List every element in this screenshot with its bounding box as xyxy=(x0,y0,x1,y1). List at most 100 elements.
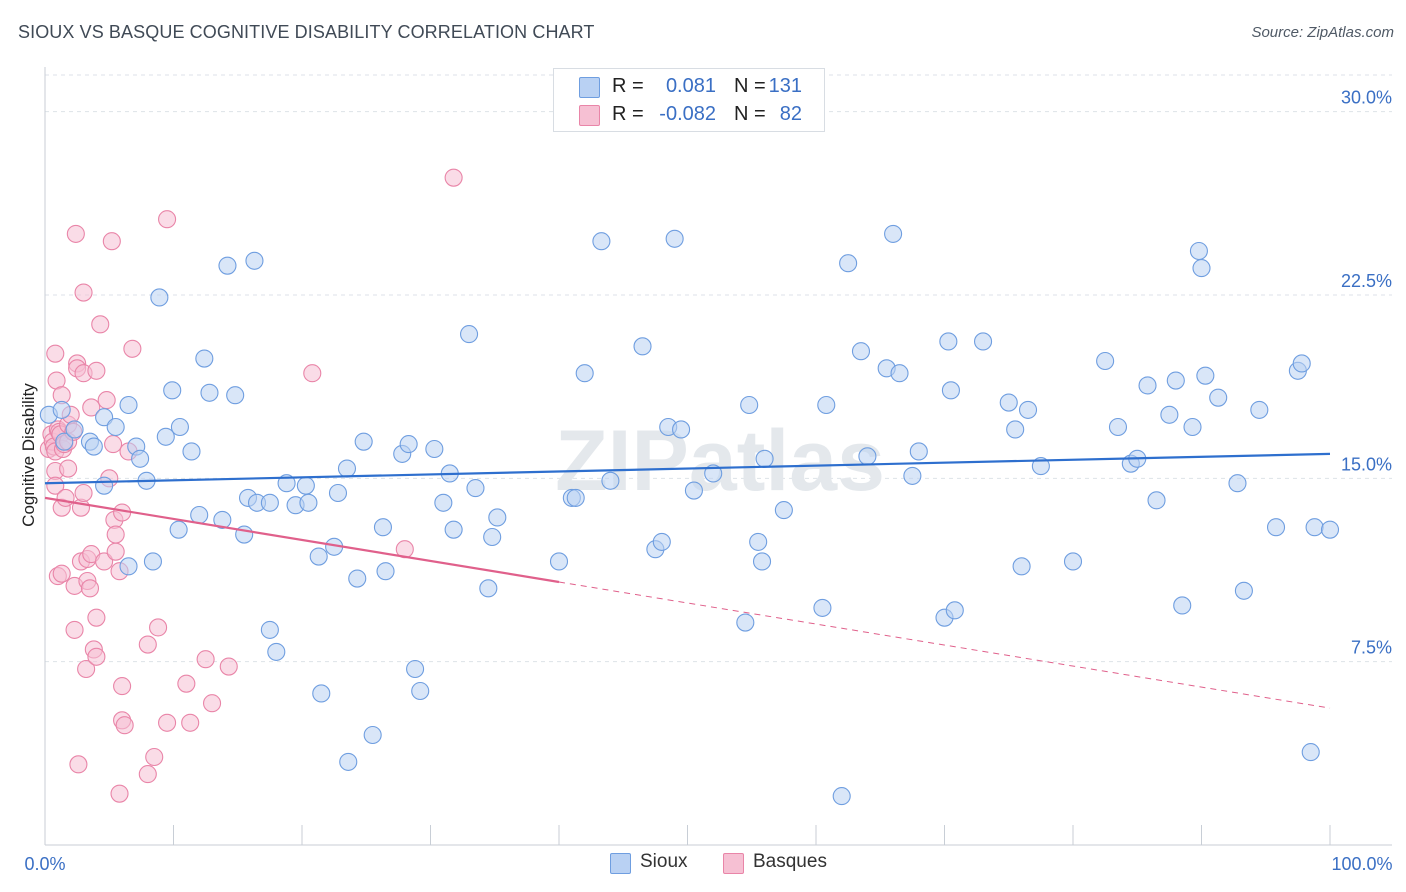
legend-n-value: 82 xyxy=(779,103,802,125)
sioux-point xyxy=(1147,491,1166,510)
sioux-point xyxy=(909,442,928,461)
grid-lines xyxy=(45,74,1392,663)
basques-point xyxy=(158,713,177,732)
y-tick-label: 15.0% xyxy=(1341,454,1392,474)
sioux-point xyxy=(169,520,188,539)
sioux-point xyxy=(466,479,485,498)
sioux-point xyxy=(755,449,774,468)
sioux-point xyxy=(150,288,169,307)
legend-n-label: N = xyxy=(734,103,766,125)
legend-r-label: R = xyxy=(612,103,644,125)
sioux-point xyxy=(309,547,328,566)
sioux-point xyxy=(752,552,772,571)
sioux-point xyxy=(1196,366,1215,385)
sioux-point xyxy=(190,505,209,525)
sioux-point xyxy=(348,569,367,588)
sioux-point xyxy=(1320,520,1340,539)
tick-labels: 7.5% 15.0% 22.5% 30.0% 0.0% 100.0% xyxy=(24,88,1392,874)
sioux-point xyxy=(95,476,114,495)
sioux-point xyxy=(1018,400,1038,419)
legend-row-basques: R = -0.082 N = 82 xyxy=(554,100,824,128)
sioux-point xyxy=(260,493,279,512)
sioux-point xyxy=(65,420,84,439)
sioux-point xyxy=(633,337,652,356)
sioux-point xyxy=(704,464,723,483)
sioux-point xyxy=(52,400,71,419)
sioux-point xyxy=(376,562,395,581)
sioux-point xyxy=(55,432,74,451)
legend-r-value: -0.082 xyxy=(659,103,716,125)
sioux-point xyxy=(354,432,373,451)
basques-point xyxy=(196,650,215,669)
sioux-point xyxy=(218,256,237,275)
sioux-point xyxy=(328,483,348,503)
sioux-point xyxy=(479,579,498,598)
sioux-point xyxy=(575,364,594,383)
basques-point xyxy=(113,677,132,696)
sioux-point xyxy=(411,681,430,701)
sioux-point xyxy=(213,510,232,529)
sioux-point xyxy=(941,381,960,400)
basques-point xyxy=(177,674,196,693)
sioux-point xyxy=(890,364,909,383)
sioux-point xyxy=(740,395,759,415)
sioux-trend-line xyxy=(44,452,1331,485)
sioux-point xyxy=(260,620,279,639)
sioux-point xyxy=(1189,241,1208,261)
basques-point xyxy=(102,232,121,251)
legend-swatch-sioux xyxy=(579,77,600,98)
sioux-point xyxy=(226,386,245,405)
basques-point xyxy=(52,564,71,583)
sioux-point xyxy=(601,471,620,490)
basques-point xyxy=(106,542,125,561)
sioux-point xyxy=(839,254,858,273)
x-tick-label: 100.0% xyxy=(1331,854,1392,874)
legend-swatch-basques xyxy=(579,105,600,126)
sioux-point xyxy=(483,527,502,547)
sioux-point xyxy=(684,481,703,500)
basques-point xyxy=(106,525,125,544)
trend-lines xyxy=(44,452,1331,709)
basques-point xyxy=(219,657,238,676)
sioux-point xyxy=(1228,474,1247,493)
sioux-point xyxy=(1173,596,1192,615)
sioux-points xyxy=(39,224,1340,806)
sioux-point xyxy=(652,532,671,551)
basques-point xyxy=(138,635,157,654)
sioux-point xyxy=(1096,351,1115,371)
basques-point xyxy=(87,647,106,666)
basques-point xyxy=(66,224,85,243)
sioux-point xyxy=(131,449,150,468)
sioux-point xyxy=(119,395,138,415)
legend-swatch-basques xyxy=(723,853,744,874)
sioux-point xyxy=(195,349,214,368)
bottom-legend: Sioux Basques xyxy=(0,851,1406,881)
sioux-point xyxy=(1160,405,1179,424)
sioux-point xyxy=(749,532,768,551)
sioux-point xyxy=(170,417,189,437)
legend-n-label: N = xyxy=(734,75,766,97)
sioux-point xyxy=(1183,417,1202,437)
sioux-point xyxy=(373,518,393,537)
sioux-point xyxy=(665,229,684,248)
sioux-point xyxy=(312,684,331,703)
basques-point xyxy=(77,659,96,679)
y-axis-label: Cognitive Disability xyxy=(19,383,38,527)
sioux-point xyxy=(267,642,286,661)
sioux-point xyxy=(1250,400,1269,419)
sioux-point xyxy=(444,520,463,539)
basques-point xyxy=(87,608,106,627)
sioux-point xyxy=(156,427,175,446)
basques-point xyxy=(181,713,200,732)
y-tick-label: 30.0% xyxy=(1341,88,1392,108)
sioux-point xyxy=(200,383,219,402)
sioux-point xyxy=(884,224,903,243)
sioux-point xyxy=(119,557,138,576)
basques-point xyxy=(69,755,88,774)
sioux-point xyxy=(973,332,993,351)
sioux-point xyxy=(399,435,418,454)
basques-point xyxy=(115,716,134,735)
basques-point xyxy=(91,315,110,334)
sioux-point xyxy=(1209,388,1228,407)
legend-r-value: 0.081 xyxy=(665,75,716,97)
